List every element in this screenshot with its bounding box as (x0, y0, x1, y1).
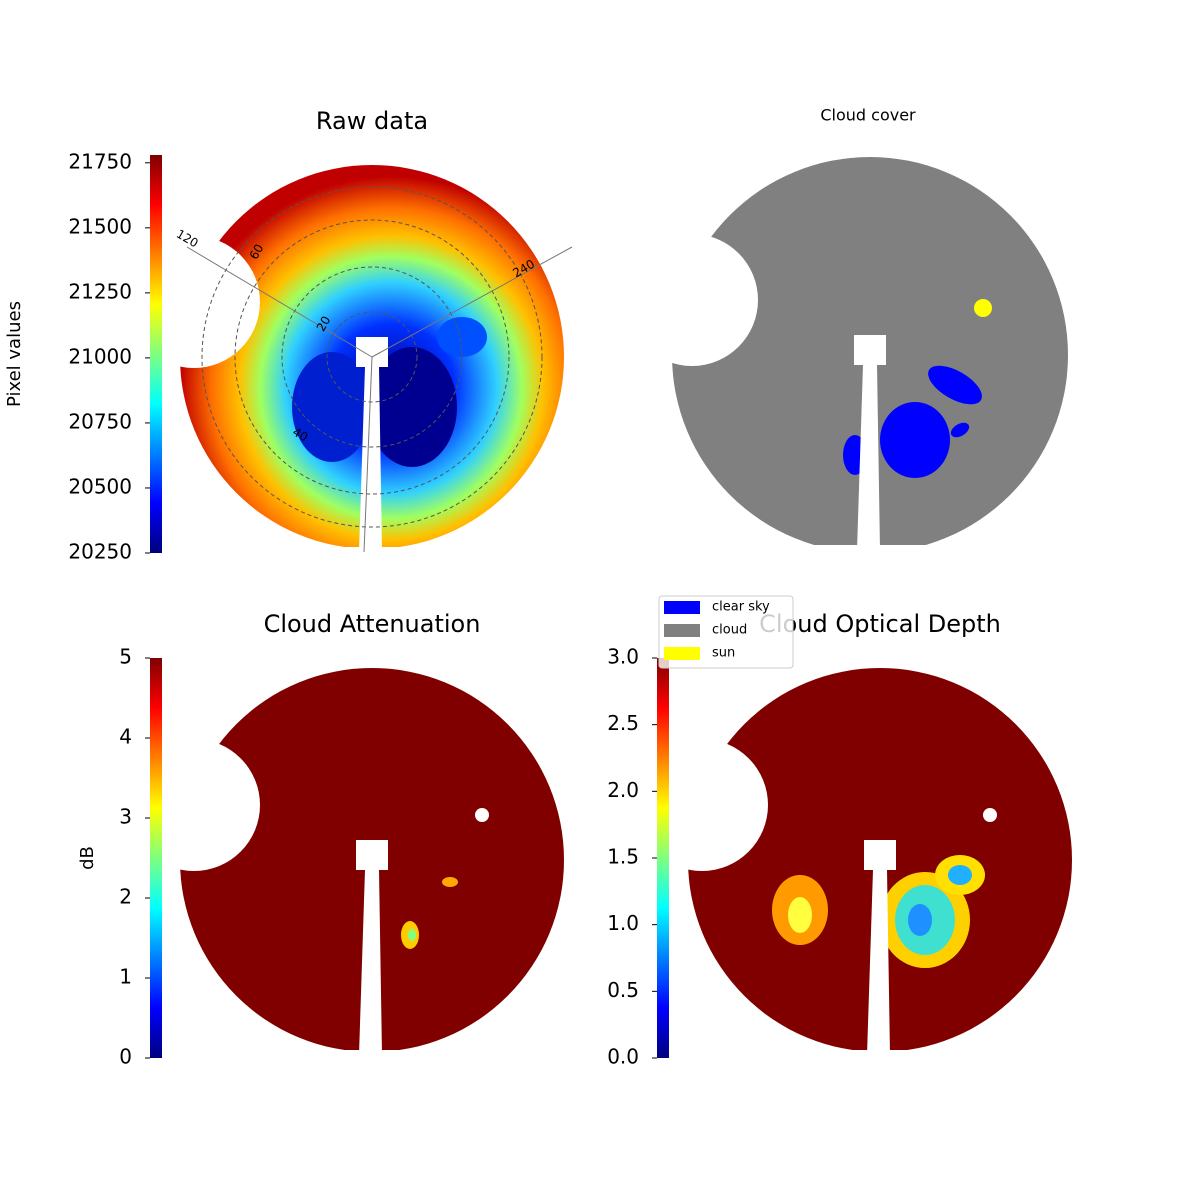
colorbar-tick-label: 0 (119, 1045, 132, 1069)
sky-blob (437, 317, 487, 357)
polar-axis (363, 356, 373, 553)
legend-label: cloud (712, 623, 747, 638)
colorbar-tick-label: 3.0 (607, 645, 639, 669)
sky-image (672, 157, 1068, 553)
colorbar-tick-label: 21000 (68, 344, 132, 368)
sky-fill (180, 668, 564, 1052)
sky-blob (843, 435, 867, 475)
sky-blob (950, 422, 970, 438)
sun (974, 299, 992, 317)
colorbar-tick-label: 0.0 (607, 1045, 639, 1069)
sky-blob (928, 365, 982, 405)
panel-title: Cloud Attenuation (264, 610, 481, 638)
sky-image (180, 165, 564, 549)
colorbar-tick-label: 0.5 (607, 978, 639, 1002)
colorbar-tick-label: 2.0 (607, 778, 639, 802)
sky-blob (948, 865, 972, 885)
colorbar-tick-label: 1.0 (607, 911, 639, 935)
legend-swatch (664, 647, 700, 660)
polar-ring (234, 219, 510, 495)
colorbar (150, 155, 162, 553)
colorbar-tick-label: 2 (119, 885, 132, 909)
sky-blob (908, 904, 932, 936)
panel-title: Cloud Optical Depth (759, 610, 1001, 638)
colorbar-tick-label: 2.5 (607, 711, 639, 735)
polar-axis (371, 246, 573, 358)
sky-blob (367, 347, 457, 467)
colorbar-tick-label: 20250 (68, 540, 132, 564)
sky-blob (408, 929, 416, 941)
sky-image (180, 668, 564, 1052)
sky-image (688, 668, 1072, 1052)
colorbar-tick-label: 20500 (68, 474, 132, 498)
colorbar-tick-label: 1 (119, 965, 132, 989)
polar-label: 40 (290, 425, 310, 445)
polar-axis (186, 246, 373, 358)
polar-ring (326, 311, 418, 403)
colorbar-label: Pixel values (4, 301, 25, 407)
polar-ring (281, 266, 463, 448)
sky-blob (442, 877, 458, 887)
sky-blob (292, 352, 372, 462)
legend-swatch (664, 601, 700, 614)
legend-label: clear sky (712, 600, 770, 615)
polar-ring (201, 186, 543, 528)
sky-blob (880, 402, 950, 478)
colorbar (657, 658, 669, 1058)
colorbar (150, 658, 162, 1058)
polar-label: 20 (314, 314, 334, 334)
colorbar-tick-label: 20750 (68, 409, 132, 433)
sky-fill (688, 668, 1072, 1052)
sky-blob (788, 897, 812, 933)
colorbar-tick-label: 1.5 (607, 845, 639, 869)
sky-fill (672, 157, 1068, 553)
panel-title: Raw data (316, 107, 428, 135)
colorbar-tick-label: 5 (119, 645, 132, 669)
colorbar-label: dB (77, 846, 98, 870)
panel-title: Cloud cover (820, 106, 916, 125)
colorbar-tick-label: 21500 (68, 214, 132, 238)
legend-swatch (664, 624, 700, 637)
colorbar-tick-label: 3 (119, 805, 132, 829)
colorbar-tick-label: 21750 (68, 149, 132, 173)
legend-label: sun (712, 646, 735, 661)
colorbar-tick-label: 21250 (68, 279, 132, 303)
colorbar-tick-label: 4 (119, 725, 132, 749)
polar-label: 60 (247, 242, 267, 262)
